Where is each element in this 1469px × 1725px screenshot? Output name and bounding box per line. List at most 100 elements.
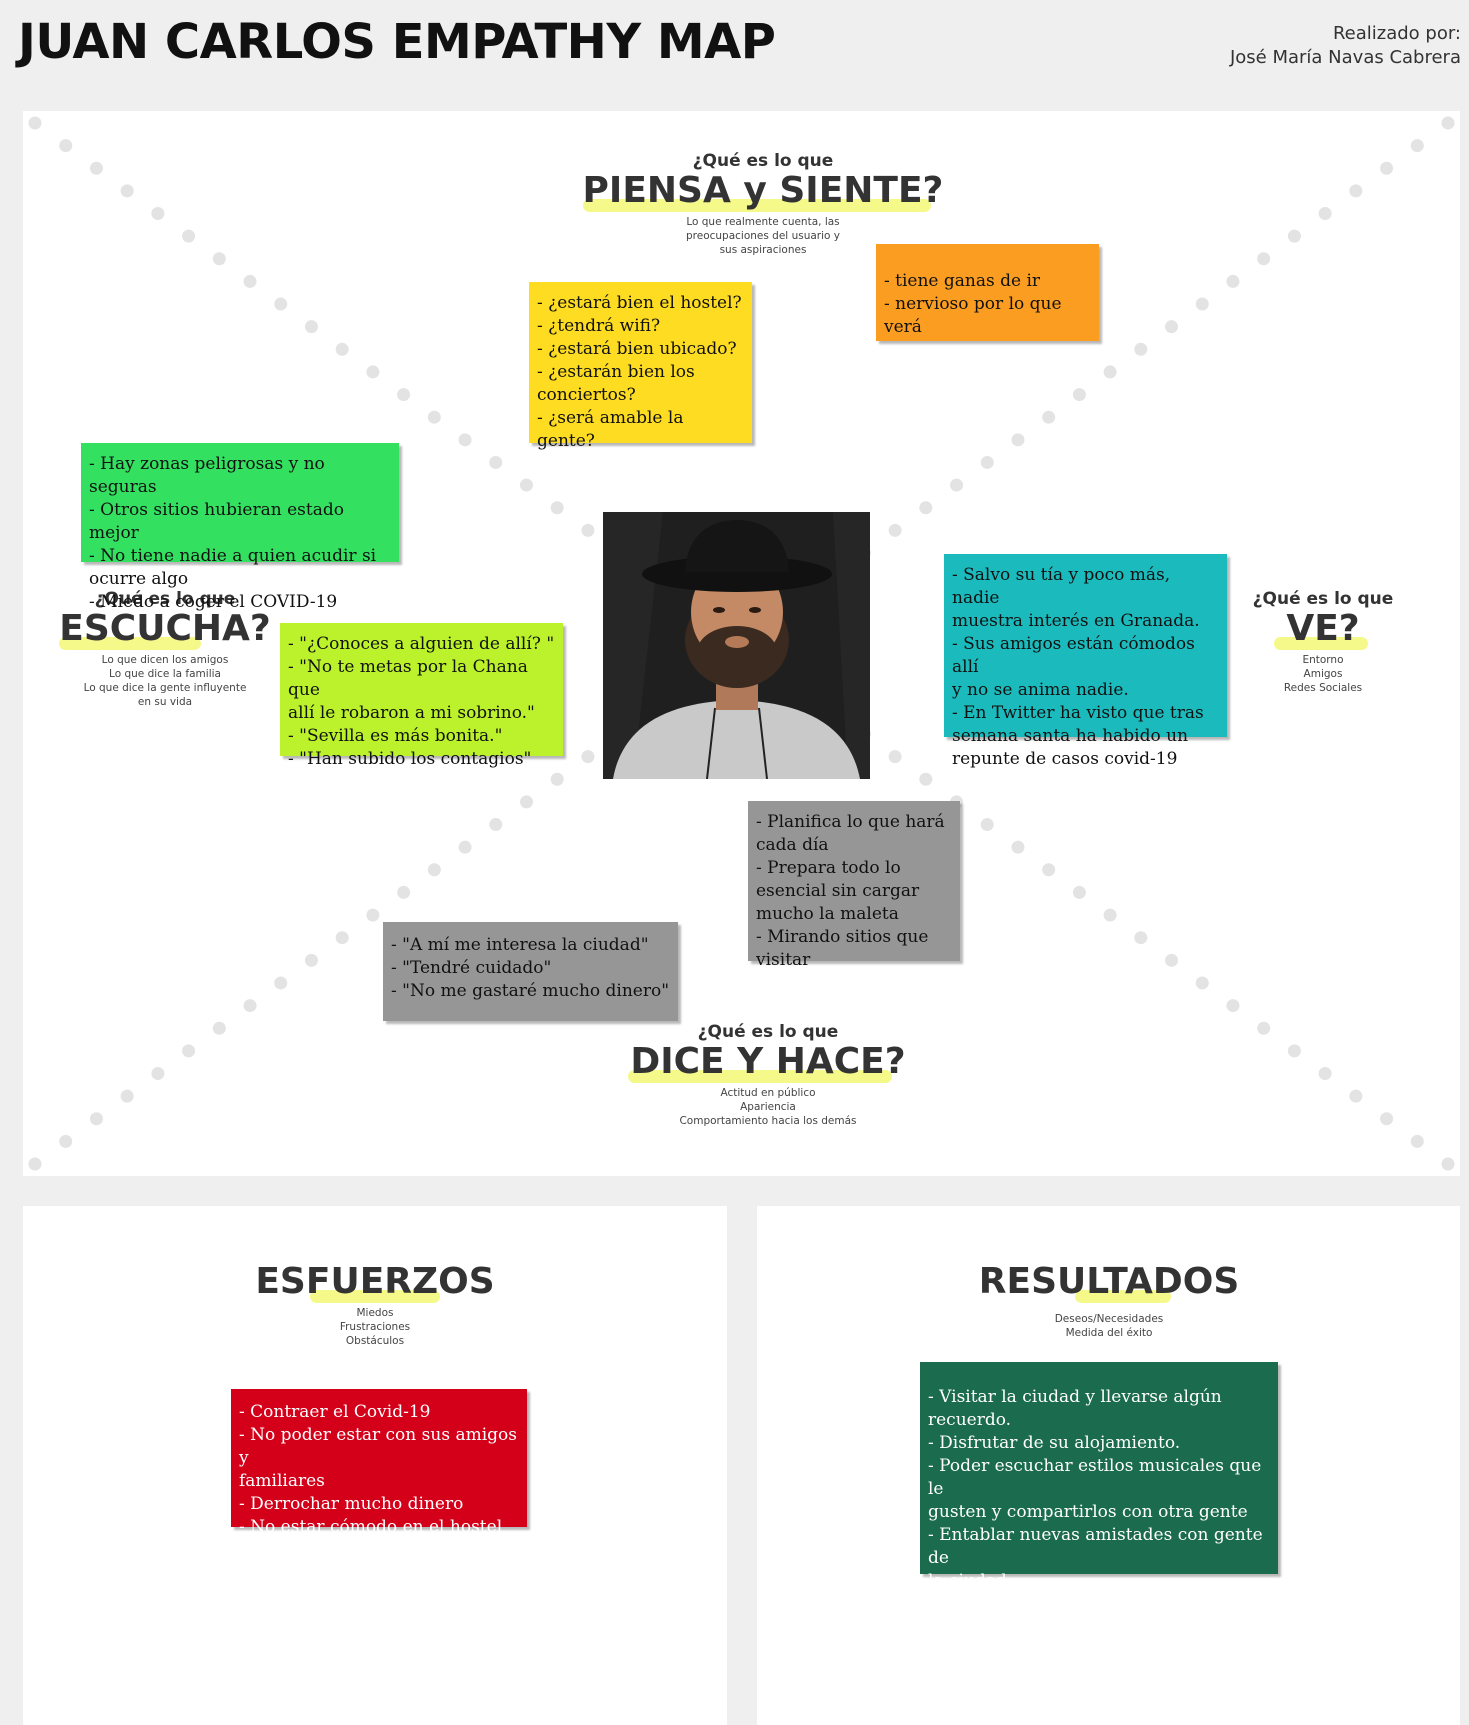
decorative-dot xyxy=(427,863,441,877)
decorative-dot xyxy=(151,207,165,221)
decorative-dot xyxy=(888,750,902,764)
decorative-dot xyxy=(28,1157,42,1171)
decorative-dot xyxy=(274,976,288,990)
decorative-dot xyxy=(335,342,349,356)
decorative-dot xyxy=(1042,410,1056,424)
decorative-dot xyxy=(397,885,411,899)
decorative-dot xyxy=(888,523,902,537)
section-subtitle: Lo que realmente cuenta, las preocupacio… xyxy=(685,216,840,256)
decorative-dot xyxy=(1318,207,1332,221)
decorative-dot xyxy=(1072,885,1086,899)
sticky-note-ve[interactable]: - Salvo su tía y poco más, nadie muestra… xyxy=(944,554,1227,769)
decorative-dot xyxy=(1257,1021,1271,1035)
decorative-dot xyxy=(1410,139,1424,153)
decorative-dot xyxy=(1349,184,1363,198)
decorative-dot xyxy=(1441,1157,1455,1171)
section-title: PIENSA y SIENTE? xyxy=(582,170,944,212)
section-subtitle: Actitud en público Apariencia Comportami… xyxy=(679,1087,857,1127)
decorative-dot xyxy=(304,953,318,967)
section-subtitle: Entorno Amigos Redes Sociales xyxy=(1283,654,1363,694)
decorative-dot xyxy=(980,455,994,469)
decorative-dot xyxy=(1410,1134,1424,1148)
decorative-dot xyxy=(1380,1112,1394,1126)
sticky-note-dice[interactable]: - "A mí me interesa la ciudad" - "Tendré… xyxy=(383,922,678,1021)
decorative-dot xyxy=(397,388,411,402)
decorative-dot xyxy=(1318,1066,1332,1080)
section-subtitle: Miedos Frustraciones Obstáculos xyxy=(339,1307,411,1347)
section-esfuerzos: ESFUERZOS Miedos Frustraciones Obstáculo… xyxy=(223,1262,527,1348)
decorative-dot xyxy=(28,116,42,130)
decorative-dot xyxy=(335,931,349,945)
decorative-dot xyxy=(519,795,533,809)
decorative-dot xyxy=(212,1021,226,1035)
section-dice: ¿Qué es lo que DICE Y HACE? Actitud en p… xyxy=(558,1022,978,1128)
decorative-dot xyxy=(550,772,564,786)
decorative-dot xyxy=(919,772,933,786)
decorative-dot xyxy=(1287,1044,1301,1058)
decorative-dot xyxy=(1165,953,1179,967)
author-name: José María Navas Cabrera xyxy=(1229,47,1461,68)
decorative-dot xyxy=(89,161,103,175)
decorative-dot xyxy=(950,478,964,492)
sticky-note-escucha-miedos[interactable]: - Hay zonas peligrosas y no seguras - Ot… xyxy=(81,443,399,612)
sticky-note-escucha-frases[interactable]: - "¿Conoces a alguien de allí? " - "No t… xyxy=(280,623,563,769)
section-title: RESULTADOS xyxy=(978,1261,1240,1303)
decorative-dot xyxy=(182,1044,196,1058)
decorative-dot xyxy=(550,501,564,515)
decorative-dot xyxy=(59,139,73,153)
section-question: ¿Qué es lo que xyxy=(692,151,834,171)
section-title: ESCUCHA? xyxy=(59,608,271,650)
decorative-dot xyxy=(120,1089,134,1103)
section-resultados: RESULTADOS Deseos/Necesidades Medida del… xyxy=(937,1262,1281,1340)
section-title: ESFUERZOS xyxy=(255,1261,495,1303)
decorative-dot xyxy=(59,1134,73,1148)
decorative-dot xyxy=(182,229,196,243)
decorative-dot xyxy=(1257,252,1271,266)
decorative-dot xyxy=(1103,365,1117,379)
decorative-dot xyxy=(1441,116,1455,130)
decorative-dot xyxy=(1349,1089,1363,1103)
section-question: ¿Qué es lo que xyxy=(94,589,236,609)
portrait-photo xyxy=(603,512,870,779)
decorative-dot xyxy=(151,1066,165,1080)
sticky-note-esfuerzos[interactable]: - Contraer el Covid-19 - No poder estar … xyxy=(231,1389,527,1537)
section-title: VE? xyxy=(1274,609,1368,650)
section-piensa: ¿Qué es lo que PIENSA y SIENTE? Lo que r… xyxy=(543,151,983,257)
person-silhouette-icon xyxy=(603,512,870,779)
decorative-dot xyxy=(1226,999,1240,1013)
decorative-dot xyxy=(1380,161,1394,175)
decorative-dot xyxy=(1134,931,1148,945)
decorative-dot xyxy=(519,478,533,492)
section-subtitle: Lo que dicen los amigos Lo que dice la f… xyxy=(83,654,247,708)
sticky-note-resultados[interactable]: - Visitar la ciudad y llevarse algún rec… xyxy=(920,1362,1278,1591)
decorative-dot xyxy=(1103,908,1117,922)
decorative-dot xyxy=(89,1112,103,1126)
section-question: ¿Qué es lo que xyxy=(697,1022,839,1042)
sticky-note-piensa[interactable]: - ¿estará bien el hostel? - ¿tendrá wifi… xyxy=(529,282,752,451)
decorative-dot xyxy=(1011,433,1025,447)
decorative-dot xyxy=(212,252,226,266)
decorative-dot xyxy=(919,501,933,515)
decorative-dot xyxy=(980,818,994,832)
esfuerzos-panel: ESFUERZOS Miedos Frustraciones Obstáculo… xyxy=(23,1206,727,1725)
section-escucha: ¿Qué es lo que ESCUCHA? Lo que dicen los… xyxy=(45,589,285,709)
decorative-dot xyxy=(120,184,134,198)
empathy-map-panel: ¿Qué es lo que PIENSA y SIENTE? Lo que r… xyxy=(23,111,1460,1176)
author-label: Realizado por: xyxy=(1332,23,1461,44)
decorative-dot xyxy=(1226,274,1240,288)
decorative-dot xyxy=(1287,229,1301,243)
decorative-dot xyxy=(581,523,595,537)
decorative-dot xyxy=(458,433,472,447)
decorative-dot xyxy=(581,750,595,764)
decorative-dot xyxy=(1042,863,1056,877)
decorative-dot xyxy=(243,999,257,1013)
sticky-note-hace[interactable]: - Planifica lo que hará cada día - Prepa… xyxy=(748,801,960,970)
decorative-dot xyxy=(366,365,380,379)
decorative-dot xyxy=(458,840,472,854)
author-block: Realizado por: José María Navas Cabrera xyxy=(1230,22,1461,70)
resultados-panel: RESULTADOS Deseos/Necesidades Medida del… xyxy=(757,1206,1460,1725)
decorative-dot xyxy=(1072,388,1086,402)
decorative-dot xyxy=(1134,342,1148,356)
decorative-dot xyxy=(366,908,380,922)
sticky-note-siente[interactable]: - tiene ganas de ir - nervioso por lo qu… xyxy=(876,244,1099,341)
